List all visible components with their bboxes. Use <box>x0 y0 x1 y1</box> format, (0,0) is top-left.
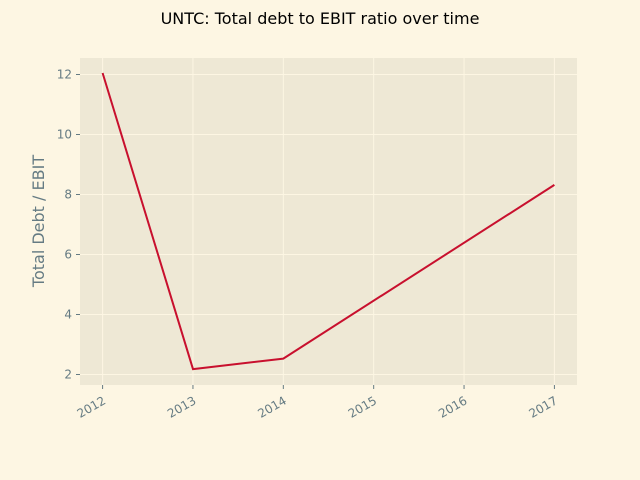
plot-area <box>80 58 577 385</box>
series-line <box>101 72 555 371</box>
grid-lines <box>80 58 577 385</box>
y-tick-label: 10 <box>57 128 72 142</box>
y-axis-label: Total Debt / EBIT <box>29 155 48 288</box>
y-tick-label: 12 <box>57 68 72 82</box>
y-tick-label: 8 <box>64 188 72 202</box>
y-tick-label: 4 <box>64 308 72 322</box>
y-tick-label: 6 <box>64 248 72 262</box>
y-axis-ticks: 2 4 6 8 10 12 <box>57 68 80 382</box>
chart-title: UNTC: Total debt to EBIT ratio over time <box>161 9 480 28</box>
y-tick-label: 2 <box>64 368 72 382</box>
